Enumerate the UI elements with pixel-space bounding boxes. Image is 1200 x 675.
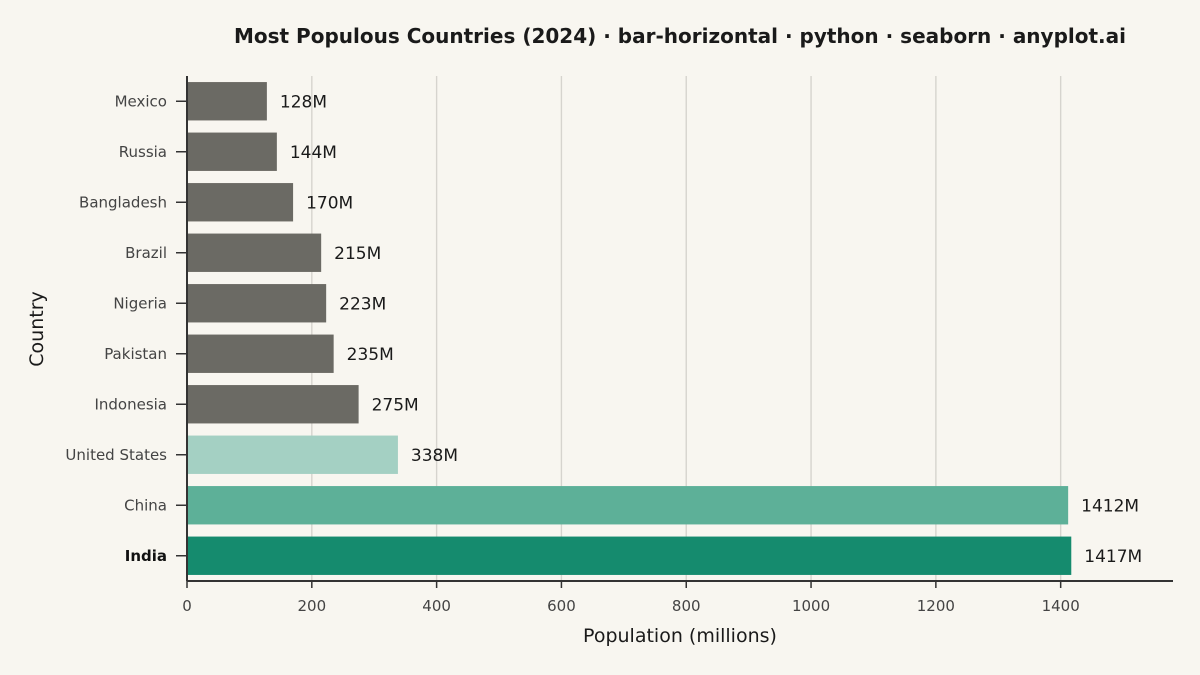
chart-title: Most Populous Countries (2024) · bar-hor…	[234, 24, 1126, 48]
bar	[188, 334, 334, 373]
x-axis-label: Population (millions)	[583, 625, 777, 647]
x-tick-label: 600	[547, 597, 576, 615]
bar	[188, 486, 1069, 525]
x-tick-label: 1200	[917, 597, 955, 615]
x-axis-ticks: 0 200 400 600 800 1000 1200 1400	[182, 581, 1080, 615]
y-tick-label: Russia	[119, 143, 167, 161]
y-tick-label: India	[125, 547, 167, 565]
y-axis-label: Country	[26, 291, 48, 366]
bar	[188, 385, 359, 424]
bar-value-label: 128M	[280, 92, 327, 112]
gridlines	[311, 76, 1062, 581]
bar-value-label: 1417M	[1084, 547, 1142, 567]
bar-value-label: 235M	[347, 345, 394, 365]
bar	[188, 183, 294, 222]
y-tick-label: Indonesia	[94, 395, 167, 413]
y-tick-label: China	[124, 496, 167, 514]
bar-value-label: 215M	[334, 244, 381, 264]
bar-value-label: 275M	[372, 395, 419, 415]
y-tick-label: United States	[65, 446, 167, 464]
bar	[188, 536, 1072, 575]
category-labels: Mexico Russia Bangladesh Brazil Nigeria Pakis…	[65, 92, 187, 565]
bar-value-label: 1412M	[1081, 496, 1139, 516]
y-tick-label: Nigeria	[113, 294, 167, 312]
y-tick-label: Mexico	[115, 92, 167, 110]
x-tick-label: 1000	[792, 597, 830, 615]
x-tick-label: 400	[422, 597, 451, 615]
bar-value-label: 338M	[411, 446, 458, 466]
x-tick-label: 800	[672, 597, 701, 615]
x-tick-label: 1400	[1042, 597, 1080, 615]
bar	[188, 284, 327, 323]
bar-value-label: 170M	[306, 193, 353, 213]
y-tick-label: Brazil	[125, 244, 167, 262]
bar	[188, 233, 322, 272]
bar	[188, 435, 398, 474]
bar	[188, 82, 267, 121]
y-tick-label: Pakistan	[104, 345, 167, 363]
x-tick-label: 200	[297, 597, 326, 615]
bar-value-label: 223M	[339, 294, 386, 314]
bar-value-label: 144M	[290, 143, 337, 163]
bar	[188, 132, 277, 171]
x-tick-label: 0	[182, 597, 192, 615]
y-tick-label: Bangladesh	[79, 193, 167, 211]
data-labels: 128M 144M 170M 215M 223M 235M 275M 338M 1412M 141…	[280, 92, 1142, 567]
bars	[188, 82, 1072, 575]
